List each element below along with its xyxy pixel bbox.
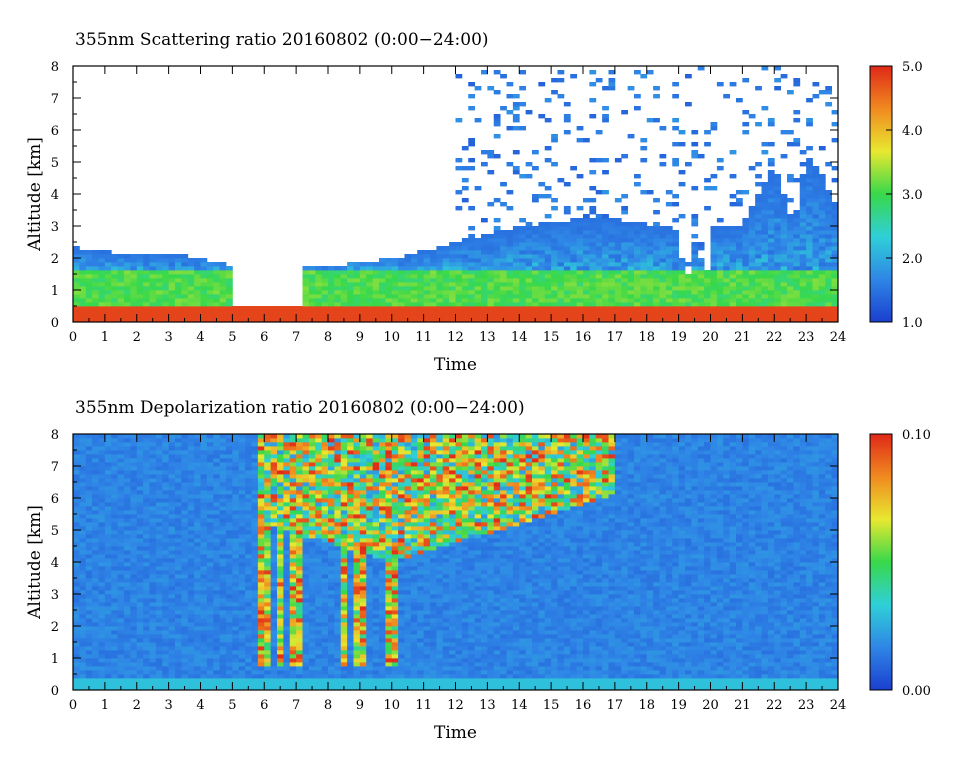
y-tick-label: 1 [51,284,59,299]
x-tick-label: 7 [292,330,300,345]
y-tick-label: 5 [51,156,59,171]
y-tick-label: 6 [51,492,59,507]
x-tick-label: 8 [324,330,332,345]
x-tick-label: 20 [702,698,719,713]
colorbar-tick-label: 2.0 [902,252,923,267]
x-tick-label: 22 [766,330,783,345]
x-tick-label: 24 [830,698,847,713]
x-tick-label: 13 [479,330,496,345]
x-tick-label: 19 [670,698,687,713]
x-tick-label: 12 [447,330,464,345]
x-tick-label: 5 [228,330,236,345]
x-tick-label: 6 [260,330,268,345]
x-tick-label: 11 [415,698,432,713]
x-tick-label: 19 [670,330,687,345]
x-tick-label: 21 [734,698,751,713]
heatmap-field [73,66,839,323]
y-tick-label: 0 [51,316,59,331]
x-tick-label: 8 [324,698,332,713]
x-tick-label: 3 [164,698,172,713]
x-tick-label: 23 [798,698,815,713]
x-tick-label: 13 [479,698,496,713]
y-tick-label: 7 [51,92,59,107]
x-tick-label: 3 [164,330,172,345]
colorbar-tick-label: 3.0 [902,188,923,203]
x-axis-label: Time [434,723,477,743]
depolarization-ratio-chart: 0 1 2 3 4 5 6 7 8 9 10 11 12 13 14 15 16 17 18 19 20 21 22 23 24… [25,428,931,743]
x-tick-label: 11 [415,330,432,345]
x-axis-label: Time [434,355,477,375]
x-tick-label: 10 [383,698,400,713]
x-tick-label: 18 [638,330,655,345]
y-tick-label: 5 [51,524,59,539]
x-tick-label: 14 [511,330,528,345]
colorbar-tick-label: 4.0 [902,124,923,139]
y-axis-label: Altitude [km] [25,137,45,252]
colorbar-tick-label: 1.0 [902,316,923,331]
x-tick-label: 20 [702,330,719,345]
y-tick-label: 3 [51,588,59,603]
x-tick-label: 21 [734,330,751,345]
colorbar-tick-label: 5.0 [902,60,923,75]
x-tick-label: 6 [260,698,268,713]
heatmap-field [73,434,839,691]
y-tick-label: 8 [51,428,59,443]
x-tick-label: 0 [69,330,77,345]
x-tick-label: 17 [607,330,624,345]
x-tick-label: 9 [356,698,364,713]
colorbar-tick-label: 0.10 [902,428,931,443]
x-tick-label: 24 [830,330,847,345]
x-tick-label: 9 [356,330,364,345]
chart2-title: 355nm Depolarization ratio 20160802 (0:0… [75,398,525,418]
x-tick-label: 18 [638,698,655,713]
x-tick-label: 5 [228,698,236,713]
y-tick-label: 4 [51,556,59,571]
y-tick-label: 2 [51,252,59,267]
chart1-title: 355nm Scattering ratio 20160802 (0:00−24… [75,30,489,50]
x-tick-label: 12 [447,698,464,713]
y-tick-label: 6 [51,124,59,139]
x-tick-label: 0 [69,698,77,713]
x-tick-label: 23 [798,330,815,345]
y-tick-label: 1 [51,652,59,667]
x-tick-label: 7 [292,698,300,713]
y-tick-label: 2 [51,620,59,635]
x-tick-label: 17 [607,698,624,713]
scattering-ratio-chart: 0 1 2 3 4 5 6 7 8 9 10 11 12 13 14 15 16 17 18 19 20 21 22 23 24… [25,60,923,375]
x-tick-label: 15 [543,330,560,345]
y-tick-label: 8 [51,60,59,75]
x-tick-label: 22 [766,698,783,713]
x-tick-label: 15 [543,698,560,713]
y-axis-label: Altitude [km] [25,505,45,620]
x-tick-label: 16 [575,698,592,713]
y-tick-label: 0 [51,684,59,699]
colorbar [869,433,893,691]
x-tick-label: 1 [101,698,109,713]
x-tick-label: 2 [133,330,141,345]
colorbar-tick-label: 0.00 [902,684,931,699]
x-tick-label: 1 [101,330,109,345]
x-tick-label: 14 [511,698,528,713]
x-tick-label: 4 [196,330,204,345]
y-tick-label: 4 [51,188,59,203]
x-tick-label: 4 [196,698,204,713]
y-tick-label: 3 [51,220,59,235]
x-tick-label: 10 [383,330,400,345]
x-tick-label: 2 [133,698,141,713]
y-tick-label: 7 [51,460,59,475]
x-tick-label: 16 [575,330,592,345]
